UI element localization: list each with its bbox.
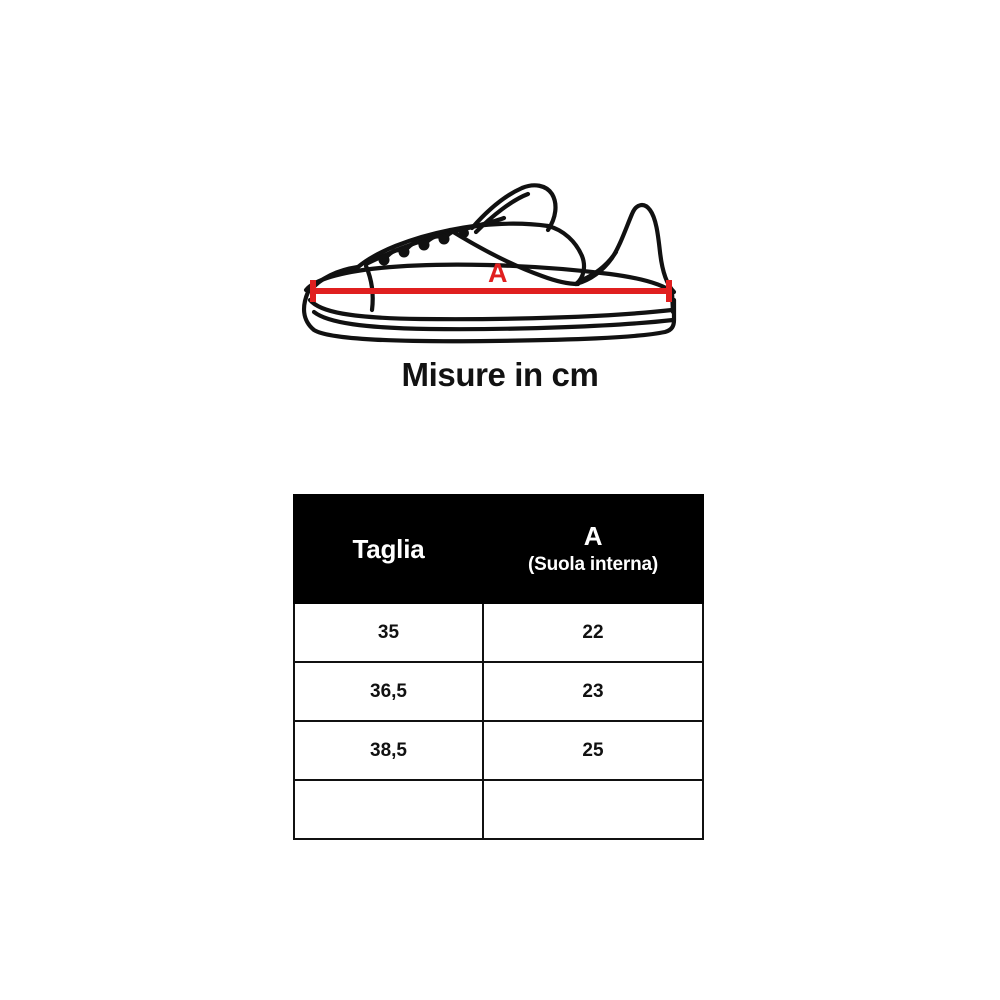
heel-collar-outline xyxy=(573,203,677,295)
cell-size: 36,5 xyxy=(293,661,484,722)
quarter-panel-seam xyxy=(447,227,581,287)
measurement-letter-a: A xyxy=(488,258,508,288)
foxing-tape-top xyxy=(303,262,675,295)
cell-a xyxy=(482,779,704,840)
outsole-outline xyxy=(301,289,677,344)
tongue-inner-line xyxy=(473,191,531,235)
sneaker-diagram-svg xyxy=(301,183,677,344)
measurement-line-group xyxy=(310,280,672,302)
table-header: Taglia A (Suola interna) xyxy=(293,494,704,604)
cell-a: 23 xyxy=(482,661,704,722)
header-cell-a: A (Suola interna) xyxy=(482,494,704,604)
table-row: 38,5 25 xyxy=(293,720,704,781)
cell-size xyxy=(293,779,484,840)
midsole-line-lower xyxy=(311,309,676,332)
midsole-line-upper xyxy=(307,297,675,322)
shoe-outline-group xyxy=(301,183,677,344)
cell-size: 38,5 xyxy=(293,720,484,781)
size-chart-table: Taglia A (Suola interna) 35 22 36,5 23 3… xyxy=(293,494,704,840)
caption-misure-in-cm: Misure in cm xyxy=(401,356,599,393)
table-row: 35 22 xyxy=(293,602,704,663)
table-row: 36,5 23 xyxy=(293,661,704,722)
heel-collar-inner xyxy=(579,249,619,283)
quarter-panel-edge xyxy=(545,223,587,287)
table-body: 35 22 36,5 23 38,5 25 xyxy=(293,602,704,840)
header-label-taglia: Taglia xyxy=(352,533,425,564)
header-cell-taglia: Taglia xyxy=(293,494,484,604)
header-sublabel-suola-interna: (Suola interna) xyxy=(527,553,658,575)
table-header-row: Taglia A (Suola interna) xyxy=(293,494,704,604)
table-row xyxy=(293,779,704,840)
cell-size: 35 xyxy=(293,602,484,663)
heel-back-edge xyxy=(669,289,676,315)
sneaker-illustration xyxy=(280,160,700,350)
cell-a: 25 xyxy=(482,720,704,781)
header-label-a: A xyxy=(583,520,603,551)
cell-a: 22 xyxy=(482,602,704,663)
tongue-outline xyxy=(469,183,558,233)
toe-cap-seam xyxy=(363,263,375,313)
